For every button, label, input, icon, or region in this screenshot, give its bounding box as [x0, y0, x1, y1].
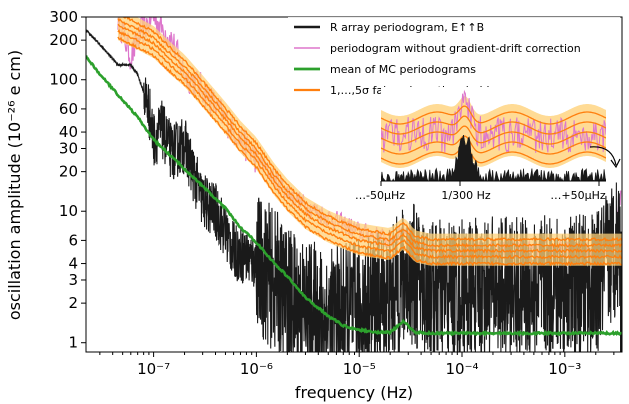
- inset-tick-label-left: …-50μHz: [355, 189, 405, 202]
- y-tick-label-7: 30: [59, 139, 78, 157]
- threshold-line-1sigma: [117, 36, 622, 267]
- inset-threshold-line-5: [381, 145, 606, 165]
- plot-area: [86, 17, 622, 352]
- legend-label-0: R array periodogram, E↑↑B: [330, 21, 484, 34]
- y-tick-label-1: 2: [68, 294, 78, 312]
- legend-label-1: periodogram without gradient-drift corre…: [330, 42, 581, 55]
- x-tick-label-1: 10⁻⁶: [240, 360, 273, 378]
- y-tick-label-2: 3: [68, 271, 78, 289]
- y-tick-label-9: 60: [59, 100, 78, 118]
- y-tick-label-0: 1: [68, 334, 78, 352]
- legend-label-2: mean of MC periodograms: [330, 63, 476, 76]
- y-tick-label-3: 4: [68, 255, 78, 273]
- y-tick-label-6: 20: [59, 163, 78, 181]
- threshold-line-5sigma: [120, 17, 622, 243]
- threshold-line-4sigma: [117, 18, 622, 249]
- y-axis-title: oscillation amplitude (10⁻²⁶ e cm): [5, 50, 24, 320]
- inset-threshold-line-4: [381, 135, 606, 155]
- y-tick-label-12: 300: [49, 8, 78, 26]
- x-tick-label-4: 10⁻³: [548, 360, 581, 378]
- x-ticks: 10⁻⁷ 10⁻⁶ 10⁻⁵ 10⁻⁴ 10⁻³: [99, 352, 615, 378]
- inset: …-50μHz 1/300 Hz …+50μHz: [355, 87, 621, 202]
- threshold-line-2sigma: [117, 29, 622, 260]
- inset-threshold-line-2: [381, 115, 606, 135]
- y-tick-label-8: 40: [59, 123, 78, 141]
- y-tick-label-11: 200: [49, 31, 78, 49]
- x-axis-title: frequency (Hz): [295, 383, 413, 402]
- y-tick-label-10: 100: [49, 71, 78, 89]
- inset-threshold-band: [381, 96, 606, 168]
- inset-pointer-arrow: [589, 146, 617, 166]
- threshold-line-3sigma: [117, 23, 622, 254]
- inset-plot: [381, 89, 606, 181]
- inset-threshold-line-1: [381, 105, 606, 125]
- inset-pointer-arrowhead: [610, 158, 621, 169]
- x-tick-label-3: 10⁻⁴: [445, 360, 478, 378]
- inset-black-fill: [381, 134, 606, 181]
- inset-threshold-line-3: [381, 125, 606, 145]
- inset-tick-label-right: …+50μHz: [550, 189, 605, 202]
- inset-tick-label-center: 1/300 Hz: [441, 189, 490, 202]
- y-tick-label-5: 10: [59, 202, 78, 220]
- series-line-mc-mean: [86, 55, 622, 337]
- threshold-band: [117, 17, 622, 266]
- x-tick-label-2: 10⁻⁵: [343, 360, 376, 378]
- x-tick-label-0: 10⁻⁷: [137, 360, 170, 378]
- y-tick-label-4: 6: [68, 231, 78, 249]
